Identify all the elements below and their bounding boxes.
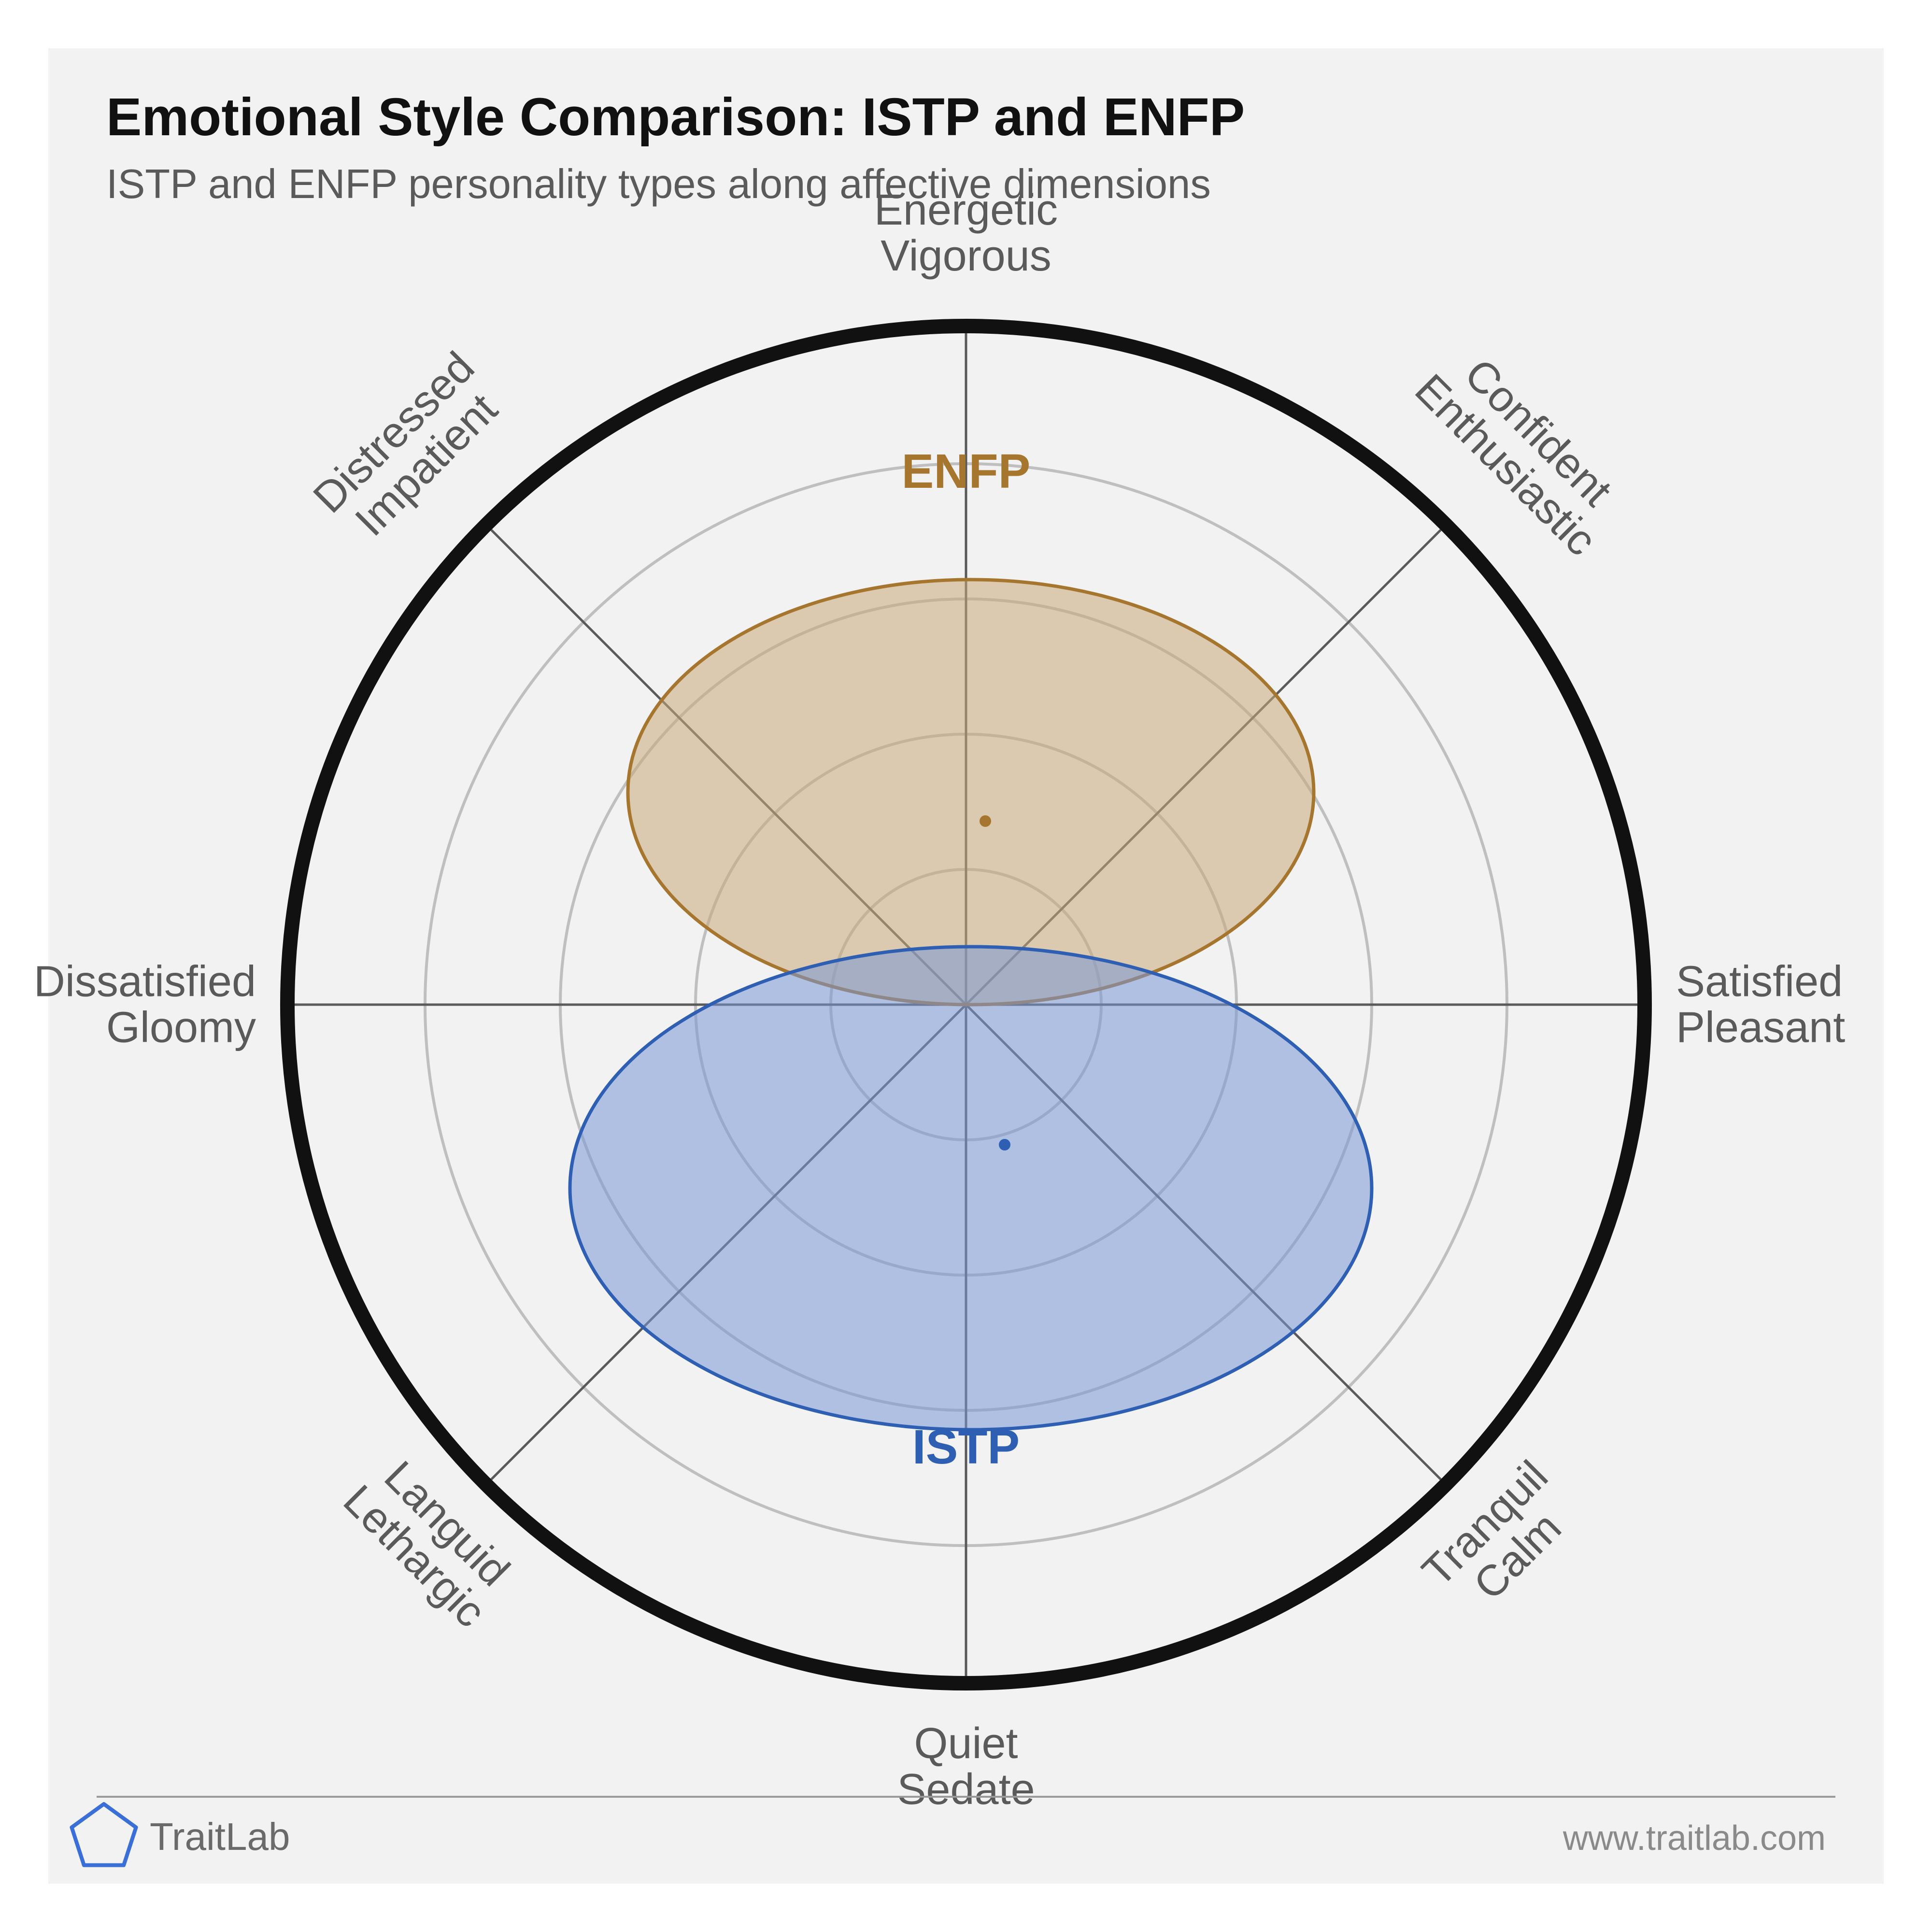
chart-title: Emotional Style Comparison: ISTP and ENF… — [106, 87, 1245, 147]
axis-label: Gloomy — [106, 1004, 256, 1052]
series-center-istp — [999, 1139, 1010, 1151]
axis-label-group: EnergeticVigorous — [874, 186, 1058, 280]
axis-label: Satisfied — [1676, 958, 1843, 1006]
axis-label-group: SatisfiedPleasant — [1676, 958, 1845, 1052]
series-label-istp: ISTP — [912, 1420, 1020, 1474]
series-label-enfp: ENFP — [902, 444, 1031, 498]
axis-label: Pleasant — [1676, 1004, 1845, 1052]
chart-svg: Emotional Style Comparison: ISTP and ENF… — [0, 0, 1932, 1932]
axis-label: Sedate — [897, 1765, 1035, 1814]
chart-panel: Emotional Style Comparison: ISTP and ENF… — [0, 0, 1932, 1932]
axis-label: Dissatisfied — [34, 958, 256, 1006]
series-ellipse-enfp — [628, 580, 1314, 1005]
brand-url: www.traitlab.com — [1563, 1819, 1826, 1858]
axis-label: Quiet — [914, 1719, 1018, 1768]
series-center-enfp — [980, 815, 991, 827]
axis-label: Energetic — [874, 186, 1058, 234]
axis-label: Vigorous — [881, 232, 1051, 280]
axis-label-group: QuietSedate — [897, 1719, 1035, 1814]
brand-name: TraitLab — [150, 1815, 290, 1858]
series-ellipse-istp — [570, 947, 1372, 1430]
